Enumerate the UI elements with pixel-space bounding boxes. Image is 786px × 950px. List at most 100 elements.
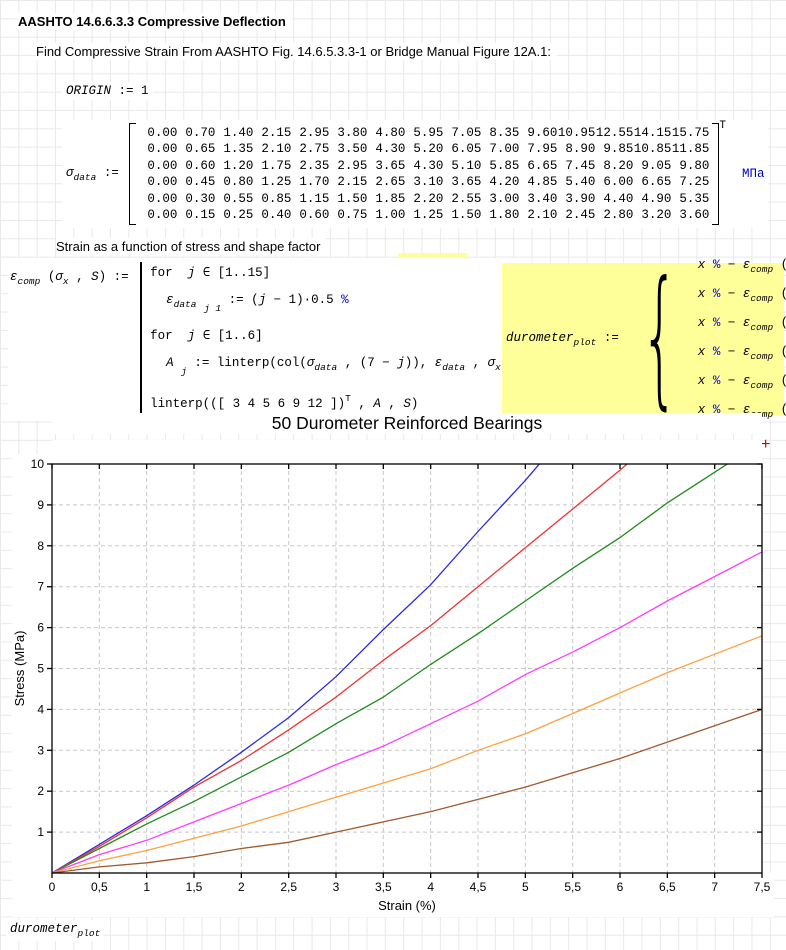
math-token: j xyxy=(181,366,187,377)
matrix-cell: 7.00 xyxy=(489,142,520,157)
math-token: plot xyxy=(573,337,597,348)
matrix-cell: 3.10 xyxy=(413,175,444,190)
matrix-cell: 0.65 xyxy=(185,142,216,157)
math-token: A xyxy=(373,397,381,411)
matrix-cell: 0.75 xyxy=(337,208,368,223)
x-tick-label: 1 xyxy=(143,880,150,894)
matrix-cell: 0.60 xyxy=(185,158,216,173)
y-tick-label: 2 xyxy=(37,784,44,798)
math-token: ε xyxy=(10,270,18,284)
matrix-cell: 7.25 xyxy=(679,175,710,190)
x-tick-label: 6,5 xyxy=(659,880,676,894)
matrix-cell: 3.20 xyxy=(641,208,672,223)
matrix-cell: 0.00 xyxy=(147,191,178,206)
epsilon-comp-program-region[interactable]: εcomp (σx , S) := for j ∈ [1..15] εdata … xyxy=(8,258,519,421)
math-token: ( xyxy=(40,270,56,284)
math-token: ( xyxy=(773,403,786,417)
strain-note-text[interactable]: Strain as a function of stress and shape… xyxy=(56,238,326,255)
matrix-cell: 0.80 xyxy=(223,175,254,190)
durometer-line-4: x % − εcomp (y M, 5) xyxy=(698,340,786,369)
matrix-cell: 3.80 xyxy=(337,126,368,140)
math-token: ε xyxy=(742,315,751,330)
math-token: j xyxy=(397,356,405,370)
matrix-cell: 3.65 xyxy=(451,175,482,190)
matrix-cell: 10.85 xyxy=(633,142,672,157)
math-token: comp xyxy=(750,292,774,304)
matrix-cell: 2.20 xyxy=(413,191,444,206)
math-token: ε xyxy=(742,344,751,359)
matrix-cell: 6.65 xyxy=(641,175,672,190)
matrix-cell: 7.05 xyxy=(451,126,482,140)
matrix-body: 0.00 0.70 1.40 2.15 2.95 3.80 4.80 5.95 7.05 8.35… xyxy=(136,123,712,225)
math-token: x xyxy=(697,286,706,301)
worksheet-header-title[interactable]: AASHTO 14.6.6.3.3 Compressive Deflection xyxy=(18,13,292,30)
sigma-data-matrix-region[interactable]: σdata := 0.00 0.70 1.40 2.15 2.95 3.80 4.80 5.9… xyxy=(62,120,769,229)
matrix-cell: 14.15 xyxy=(633,126,672,140)
matrix-cell: 2.55 xyxy=(451,191,482,206)
trace-shape-factor-9[interactable] xyxy=(52,440,762,873)
plot-argument-label[interactable]: durometerplot xyxy=(6,920,105,941)
trace-shape-factor-3[interactable] xyxy=(52,708,762,873)
x-tick-label: 3 xyxy=(333,880,340,894)
math-token: − xyxy=(720,344,743,359)
matrix-cell: 0.00 xyxy=(147,142,178,157)
durometer-line-5: x % − εcomp (y M, 4) xyxy=(698,369,786,398)
region-anchor-cross-icon[interactable]: + xyxy=(761,436,771,453)
math-token: ( xyxy=(773,345,786,359)
matrix-cell: 4.90 xyxy=(641,191,672,206)
math-token: % xyxy=(712,315,721,330)
math-token: data xyxy=(442,362,466,373)
worksheet-subtitle[interactable]: Find Compressive Strain From AASHTO Fig.… xyxy=(36,43,557,60)
matrix-cell: 2.95 xyxy=(337,158,368,173)
math-token: − 1)·0.5 xyxy=(266,293,342,307)
math-token: % xyxy=(712,373,721,388)
durometer-lhs: durometerplot := xyxy=(506,331,626,348)
matrix-cell: 8.35 xyxy=(489,126,520,140)
y-tick-label: 7 xyxy=(37,580,44,594)
matrix-cell: 3.90 xyxy=(565,191,596,206)
matrix-cell: 0.00 xyxy=(147,175,178,190)
math-token: comp xyxy=(750,263,774,275)
y-tick-label: 4 xyxy=(37,702,44,716)
math-token: j xyxy=(187,266,196,280)
durometer-plot-definition-region[interactable]: durometerplot := { x % − εcomp (y M, 12)… xyxy=(502,258,786,420)
trace-shape-factor-12[interactable] xyxy=(52,440,762,873)
math-token: % xyxy=(712,286,721,301)
program-line-2: εdata j 1 := (j − 1)·0.5 % xyxy=(150,291,508,318)
x-axis-label: Strain (%) xyxy=(378,898,436,913)
program-lhs: εcomp (σx , S) := xyxy=(10,262,136,415)
matrix-cell: 1.50 xyxy=(451,208,482,223)
matrix-cell: 1.85 xyxy=(375,191,406,206)
x-tick-label: 5,5 xyxy=(564,880,581,894)
math-token: durometer xyxy=(506,331,574,345)
stress-strain-chart[interactable]: 0 0,5 1 1,5 2 2,5 3 3,5 4 4,5 5 5,5 6 6,5 7 7,5 1 2 3 4 5 6 7 8… xyxy=(0,440,786,918)
trace-shape-factor-6[interactable] xyxy=(52,442,762,874)
matrix-cell: 1.80 xyxy=(489,208,520,223)
x-tick-label: 1,5 xyxy=(186,880,203,894)
math-token: ( xyxy=(773,258,786,272)
math-token: − xyxy=(720,257,743,272)
y-tick-label: 10 xyxy=(31,457,45,471)
trace-shape-factor-5[interactable] xyxy=(52,551,762,873)
matrix-cell: 2.95 xyxy=(299,126,330,140)
math-token: ε xyxy=(742,373,751,388)
trace-shape-factor-4[interactable] xyxy=(52,635,762,873)
x-tick-label: 7 xyxy=(711,880,718,894)
matrix-cell: 6.65 xyxy=(527,158,558,173)
math-token: x xyxy=(495,362,501,373)
matrix-cell: 5.10 xyxy=(451,158,482,173)
matrix-cell: 1.50 xyxy=(337,191,368,206)
matrix-row: 0.00 0.70 1.40 2.15 2.95 3.80 4.80 5.95 7.05 8.35… xyxy=(139,125,709,141)
matrix-cell: 9.85 xyxy=(603,142,634,157)
matrix-cell: 0.00 xyxy=(147,208,178,223)
program-line-1: for j ∈ [1..15] xyxy=(150,264,508,282)
math-token xyxy=(705,316,713,330)
chart-margin xyxy=(12,454,52,878)
matrix-cell: 1.25 xyxy=(261,175,292,190)
math-token: ε xyxy=(742,402,751,417)
y-tick-label: 8 xyxy=(37,539,44,553)
chart-margin xyxy=(12,873,774,917)
matrix-cell: 8.90 xyxy=(565,142,596,157)
math-token: x xyxy=(697,402,706,417)
origin-definition[interactable]: ORIGIN := 1 xyxy=(62,82,153,100)
